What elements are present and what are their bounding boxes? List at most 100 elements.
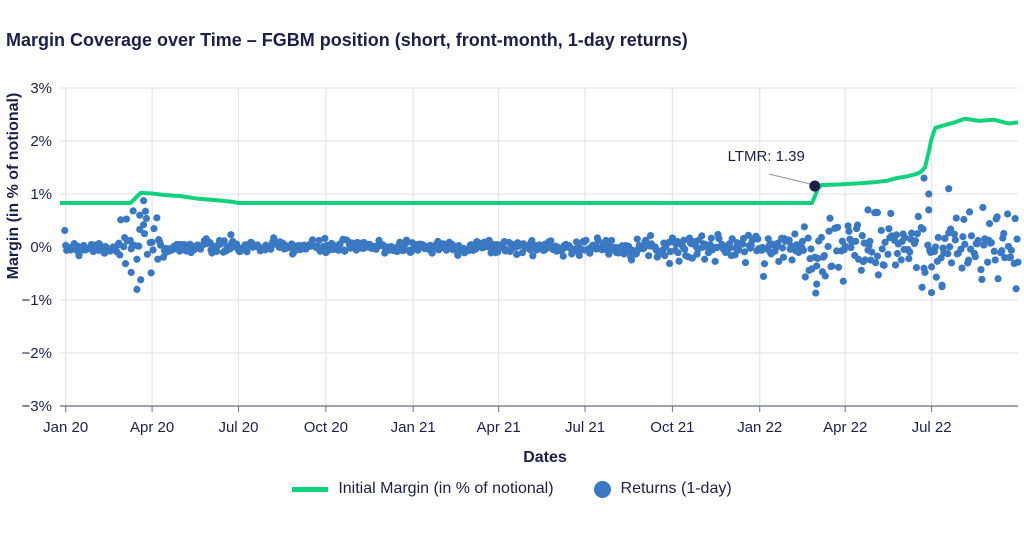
return-point — [839, 277, 847, 285]
return-point — [892, 231, 901, 239]
return-point — [814, 254, 822, 262]
return-point — [665, 259, 674, 268]
return-point — [921, 268, 929, 277]
return-point — [978, 275, 986, 284]
return-point — [834, 223, 842, 231]
x-tick-label: Jan 22 — [737, 419, 782, 436]
return-point — [938, 283, 946, 291]
return-point — [642, 236, 650, 244]
return-point — [952, 214, 960, 222]
return-point — [741, 259, 750, 267]
return-point — [1003, 210, 1012, 218]
return-point — [518, 249, 526, 257]
return-point — [951, 236, 959, 244]
return-point — [120, 243, 128, 251]
y-tick-label: 2% — [30, 133, 52, 150]
return-point — [788, 256, 796, 264]
return-point — [987, 238, 996, 247]
y-tick-label: 3% — [30, 80, 52, 97]
return-point — [735, 246, 743, 254]
return-point — [715, 235, 723, 243]
x-axis-title: Dates — [523, 449, 567, 466]
return-point — [308, 236, 317, 244]
legend-line-swatch — [292, 486, 329, 492]
return-point — [985, 220, 994, 228]
return-point — [845, 227, 853, 235]
return-point — [791, 230, 799, 238]
return-point — [529, 252, 537, 260]
return-point — [946, 225, 955, 233]
return-point — [150, 225, 158, 233]
return-point — [813, 280, 821, 288]
return-point — [681, 245, 689, 253]
return-point — [726, 243, 734, 252]
return-point — [744, 231, 752, 239]
return-point — [817, 233, 826, 242]
return-point — [739, 240, 747, 248]
return-point — [133, 285, 141, 293]
return-point — [944, 250, 952, 258]
return-point — [454, 251, 462, 259]
legend-item-returns[interactable]: Returns (1-day) — [593, 480, 732, 498]
return-point — [701, 255, 709, 263]
return-point — [868, 248, 876, 256]
return-point — [116, 251, 124, 259]
return-point — [1013, 235, 1021, 243]
return-point — [608, 236, 616, 245]
return-point — [799, 246, 808, 254]
return-point — [841, 242, 849, 250]
x-tick-label: Oct 20 — [304, 419, 348, 436]
x-tick-label: Oct 21 — [650, 419, 694, 436]
return-point — [1000, 229, 1008, 238]
return-point — [402, 236, 411, 244]
return-point — [958, 264, 966, 272]
return-point — [852, 237, 860, 245]
return-point — [129, 207, 137, 215]
return-point — [853, 221, 862, 229]
return-point — [148, 238, 156, 246]
return-point — [873, 252, 882, 260]
return-point — [991, 256, 999, 264]
return-point — [885, 225, 893, 233]
return-point — [176, 247, 184, 255]
return-point — [137, 276, 145, 284]
return-point — [927, 288, 936, 297]
return-point — [887, 209, 895, 218]
return-point — [760, 260, 769, 268]
return-point — [960, 215, 968, 224]
return-point — [559, 252, 567, 260]
return-point — [775, 257, 783, 266]
return-point — [140, 230, 149, 238]
return-point — [645, 252, 653, 260]
return-point — [931, 243, 939, 251]
return-point — [927, 263, 936, 271]
x-axis-ticks: Jan 20 Apr 20 Jul 20 Oct 20 Jan 21 Apr 21 Jul … — [43, 405, 1018, 436]
legend-item-initial-margin[interactable]: Initial Margin (in % of notional) — [292, 480, 554, 498]
return-point — [959, 233, 967, 241]
return-point — [133, 255, 141, 263]
x-tick-label: Jul 20 — [218, 419, 258, 436]
return-point — [881, 238, 889, 246]
x-tick-label: Jul 21 — [565, 419, 605, 436]
return-point — [142, 214, 151, 223]
return-point — [861, 256, 869, 264]
return-point — [905, 255, 913, 263]
return-point — [866, 237, 874, 245]
return-point — [897, 256, 905, 264]
return-point — [925, 206, 933, 214]
annotation-label: LTMR: 1.39 — [728, 148, 805, 165]
x-tick-label: Jan 20 — [43, 419, 88, 436]
return-point — [674, 249, 682, 257]
return-point — [243, 248, 251, 256]
return-point — [61, 226, 69, 235]
return-point — [967, 232, 976, 240]
initial-margin-line — [60, 116, 1019, 205]
return-point — [891, 261, 900, 269]
x-tick-label: Jul 22 — [912, 419, 952, 436]
return-point — [528, 236, 536, 245]
y-axis-ticks: 3% 2% 1% 0% −1% −2% −3% — [22, 80, 52, 415]
return-point — [979, 203, 987, 212]
legend-label: Initial Margin (in % of notional) — [338, 480, 554, 497]
return-point — [135, 242, 143, 250]
y-tick-label: −1% — [22, 292, 52, 309]
